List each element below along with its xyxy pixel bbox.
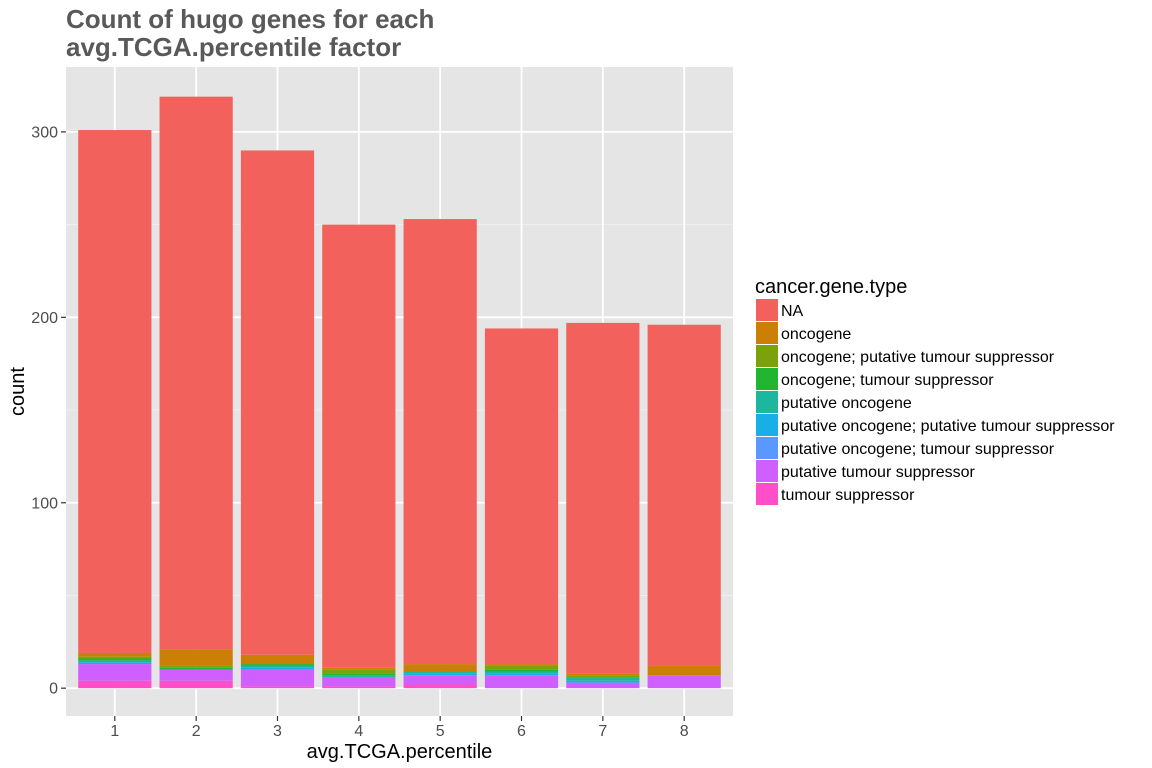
legend-key-swatch [756, 299, 778, 321]
bar-segment [78, 660, 152, 663]
bar-segment [322, 675, 396, 678]
legend-key-swatch [756, 483, 778, 505]
bar-segment [403, 684, 477, 689]
bar-segment [240, 665, 315, 668]
bar-segment [322, 673, 396, 676]
legend-item-label: oncogene [781, 326, 851, 343]
bar-segment [240, 664, 315, 666]
legend-item-label: oncogene; putative tumour suppressor [781, 349, 1055, 366]
bar-segment [240, 150, 315, 655]
y-tick-label: 100 [31, 495, 58, 512]
bar-segment [78, 680, 152, 689]
bar-segment [403, 671, 477, 674]
bar-segment [484, 665, 559, 670]
y-tick-label: 0 [49, 681, 58, 698]
y-axis-title: count [7, 367, 29, 416]
bar-segment [566, 682, 640, 689]
legend-item-label: NA [781, 303, 804, 320]
bar-segment [78, 664, 152, 681]
x-tick-label: 7 [598, 723, 607, 740]
bar-segment [322, 669, 396, 674]
bar-segment [322, 224, 396, 668]
bar-segment [78, 656, 152, 659]
bar-segment [78, 662, 152, 665]
legend-item-label: tumour suppressor [781, 487, 915, 504]
bar-segment [78, 652, 152, 657]
bar-segment [484, 328, 559, 665]
bar-segment [484, 669, 559, 672]
legend-key-swatch [756, 368, 778, 390]
chart-title-line-1: Count of hugo genes for each [66, 4, 434, 34]
legend-item-label: oncogene; tumour suppressor [781, 372, 994, 389]
bar-segment [403, 664, 477, 672]
bar-segment [159, 96, 233, 650]
bar-segment [566, 675, 640, 678]
y-tick-label: 200 [31, 310, 58, 327]
y-tick-label: 300 [31, 124, 58, 141]
legend-key-swatch [756, 437, 778, 459]
bar-segment [322, 667, 396, 670]
legend-item-label: putative oncogene [781, 395, 912, 412]
bar-segment [322, 686, 396, 689]
bar-segment [159, 680, 233, 689]
bar-segment [566, 680, 640, 683]
bar-segment [566, 673, 640, 676]
x-tick-label: 5 [436, 723, 445, 740]
bar-segment [484, 664, 559, 666]
axes: 0 100 200 300 1 2 3 4 5 6 7 8 [31, 124, 688, 740]
bar-segment [78, 130, 152, 653]
bar-segment [159, 667, 233, 670]
bar-segment [78, 658, 152, 661]
legend: NA oncogene oncogene; putative tumour supp… [756, 299, 1115, 505]
bar-segment [566, 677, 640, 681]
chart-title-line-2: avg.TCGA.percentile factor [66, 32, 401, 62]
bars [78, 96, 721, 689]
legend-key-swatch [756, 460, 778, 482]
bar-segment [403, 219, 477, 665]
legend-key-swatch [756, 414, 778, 436]
bar-segment [159, 649, 233, 666]
legend-key-swatch [756, 322, 778, 344]
x-tick-label: 3 [273, 723, 282, 740]
bar-segment [484, 675, 559, 689]
bar-segment [484, 671, 559, 674]
bar-segment [240, 686, 315, 689]
bar-segment [647, 675, 721, 689]
legend-item-label: putative tumour suppressor [781, 464, 976, 481]
x-tick-label: 6 [517, 723, 526, 740]
bar-segment [566, 322, 640, 674]
x-tick-label: 4 [354, 723, 363, 740]
x-tick-label: 1 [110, 723, 119, 740]
bar-segment [484, 673, 559, 676]
bar-segment [159, 669, 233, 681]
legend-item-label: putative oncogene; tumour suppressor [781, 441, 1055, 458]
bar-segment [403, 673, 477, 676]
bar-segment [647, 324, 721, 666]
legend-item-label: putative oncogene; putative tumour suppr… [781, 418, 1115, 435]
bar-segment [240, 667, 315, 670]
legend-title: cancer.gene.type [755, 276, 907, 298]
legend-key-swatch [756, 391, 778, 413]
x-axis-title: avg.TCGA.percentile [307, 741, 493, 763]
x-tick-label: 2 [192, 723, 201, 740]
bar-segment [322, 677, 396, 687]
bar-segment [159, 665, 233, 668]
legend-key-swatch [756, 345, 778, 367]
bar-segment [240, 669, 315, 687]
bar-segment [240, 654, 315, 665]
x-tick-label: 8 [680, 723, 689, 740]
bar-segment [403, 675, 477, 685]
bar-segment [647, 665, 721, 676]
